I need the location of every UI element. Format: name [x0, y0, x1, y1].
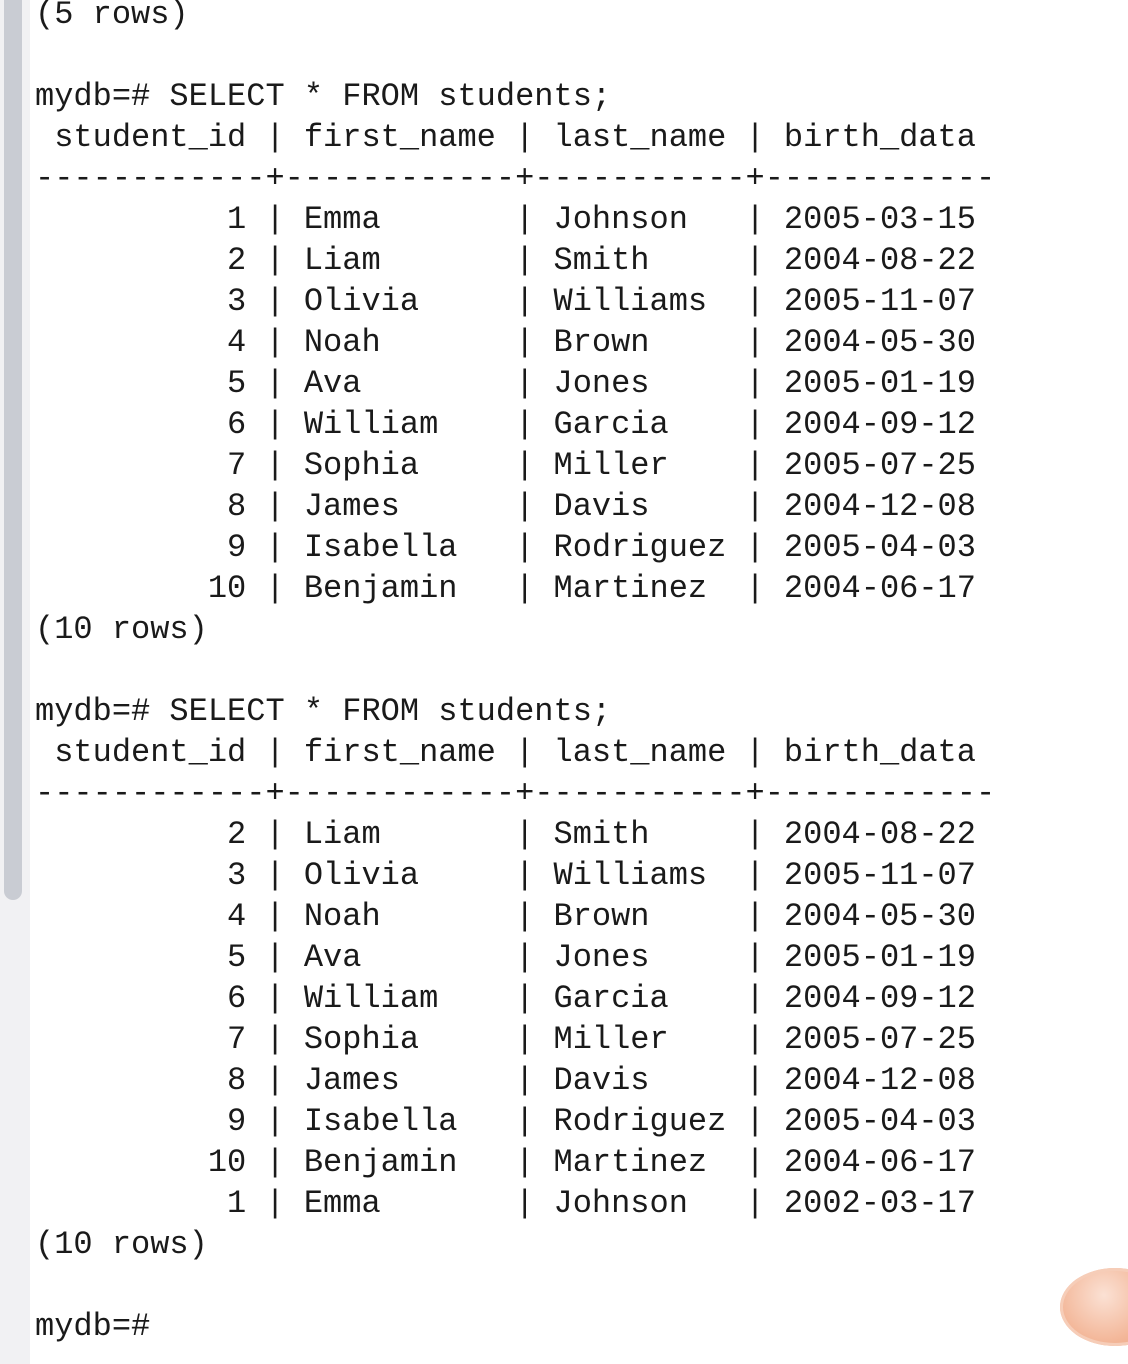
table-row: 5 | Ava | Jones | 2005-01-19 [35, 939, 976, 976]
terminal-line [35, 1265, 1120, 1306]
row-count: (10 rows) [35, 611, 208, 648]
table-separator: ------------+------------+-----------+--… [35, 775, 996, 812]
table-row: 5 | Ava | Jones | 2005-01-19 [35, 365, 976, 402]
command-line: mydb=# SELECT * FROM students; [35, 78, 612, 115]
terminal-line [35, 35, 1120, 76]
table-row: 10 | Benjamin | Martinez | 2004-06-17 [35, 570, 976, 607]
row-count: (10 rows) [35, 1226, 208, 1263]
terminal-output[interactable]: (5 rows) mydb=# SELECT * FROM students; s… [35, 0, 1120, 1347]
command-prompt[interactable]: mydb=# [35, 1308, 151, 1345]
table-row: 2 | Liam | Smith | 2004-08-22 [35, 242, 976, 279]
terminal-line [35, 650, 1120, 691]
table-row: 1 | Emma | Johnson | 2002-03-17 [35, 1185, 976, 1222]
table-row: 8 | James | Davis | 2004-12-08 [35, 488, 976, 525]
table-row: 3 | Olivia | Williams | 2005-11-07 [35, 283, 976, 320]
table-row: 4 | Noah | Brown | 2004-05-30 [35, 324, 976, 361]
table-row: 6 | William | Garcia | 2004-09-12 [35, 980, 976, 1017]
table-row: 7 | Sophia | Miller | 2005-07-25 [35, 1021, 976, 1058]
scrollbar-track[interactable] [0, 0, 30, 1364]
table-row: 9 | Isabella | Rodriguez | 2005-04-03 [35, 529, 976, 566]
table-row: 6 | William | Garcia | 2004-09-12 [35, 406, 976, 443]
scrollbar-thumb[interactable] [4, 0, 22, 900]
table-header: student_id | first_name | last_name | bi… [35, 734, 976, 771]
table-row: 10 | Benjamin | Martinez | 2004-06-17 [35, 1144, 976, 1181]
table-row: 1 | Emma | Johnson | 2005-03-15 [35, 201, 976, 238]
table-row: 4 | Noah | Brown | 2004-05-30 [35, 898, 976, 935]
table-row: 9 | Isabella | Rodriguez | 2005-04-03 [35, 1103, 976, 1140]
table-separator: ------------+------------+-----------+--… [35, 160, 996, 197]
table-row: 8 | James | Davis | 2004-12-08 [35, 1062, 976, 1099]
table-header: student_id | first_name | last_name | bi… [35, 119, 976, 156]
terminal-line: (5 rows) [35, 0, 189, 33]
command-line: mydb=# SELECT * FROM students; [35, 693, 612, 730]
table-row: 7 | Sophia | Miller | 2005-07-25 [35, 447, 976, 484]
table-row: 3 | Olivia | Williams | 2005-11-07 [35, 857, 976, 894]
table-row: 2 | Liam | Smith | 2004-08-22 [35, 816, 976, 853]
